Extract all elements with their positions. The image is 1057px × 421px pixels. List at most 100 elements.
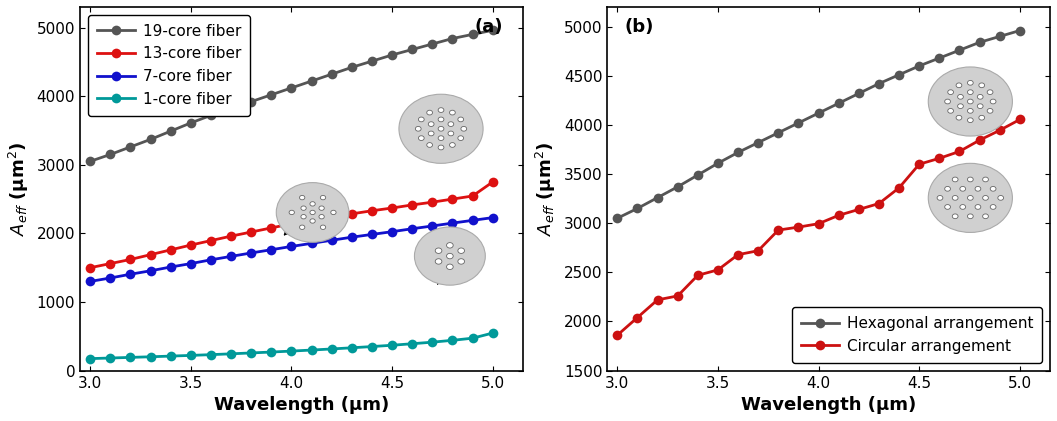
Circle shape xyxy=(967,177,973,182)
13-core fiber xyxy=(104,261,116,266)
7-core fiber xyxy=(164,264,177,269)
19-core fiber xyxy=(305,79,318,84)
Circle shape xyxy=(990,99,996,104)
Circle shape xyxy=(439,117,444,122)
Circle shape xyxy=(301,215,307,219)
7-core fiber xyxy=(104,275,116,280)
13-core fiber xyxy=(426,200,439,205)
Line: 19-core fiber: 19-core fiber xyxy=(86,25,498,166)
Circle shape xyxy=(299,225,304,229)
1-core fiber xyxy=(104,355,116,360)
19-core fiber xyxy=(205,113,218,118)
Circular arrangement xyxy=(611,333,624,338)
13-core fiber xyxy=(84,265,96,270)
Circle shape xyxy=(958,94,963,99)
Circle shape xyxy=(458,248,464,253)
Legend: 19-core fiber, 13-core fiber, 7-core fiber, 1-core fiber: 19-core fiber, 13-core fiber, 7-core fib… xyxy=(88,15,251,116)
Hexagonal arrangement xyxy=(973,40,986,45)
Circle shape xyxy=(952,214,958,218)
Hexagonal arrangement xyxy=(772,130,784,135)
Circle shape xyxy=(945,187,950,191)
Circular arrangement xyxy=(913,162,926,167)
1-core fiber xyxy=(346,345,358,350)
Circle shape xyxy=(945,205,950,209)
Circle shape xyxy=(428,131,434,136)
Circle shape xyxy=(299,195,304,200)
Legend: Hexagonal arrangement, Circular arrangement: Hexagonal arrangement, Circular arrangem… xyxy=(792,307,1042,363)
Circle shape xyxy=(948,90,953,95)
Circular arrangement xyxy=(893,185,906,190)
1-core fiber xyxy=(144,354,156,359)
7-core fiber xyxy=(305,241,318,246)
Circular arrangement xyxy=(994,128,1006,133)
Circular arrangement xyxy=(772,227,784,232)
1-core fiber xyxy=(164,354,177,359)
Circle shape xyxy=(419,136,424,141)
Hexagonal arrangement xyxy=(933,56,946,61)
Circular arrangement xyxy=(731,252,744,257)
7-core fiber xyxy=(366,232,378,237)
Circular arrangement xyxy=(752,248,764,253)
13-core fiber xyxy=(486,179,499,184)
Line: 1-core fiber: 1-core fiber xyxy=(86,328,498,363)
Hexagonal arrangement xyxy=(731,150,744,155)
Circle shape xyxy=(439,126,444,131)
19-core fiber xyxy=(144,137,156,142)
Circular arrangement xyxy=(792,224,804,229)
Circle shape xyxy=(439,136,444,141)
Circle shape xyxy=(978,94,983,99)
7-core fiber xyxy=(446,221,459,226)
1-core fiber xyxy=(305,347,318,352)
Circular arrangement xyxy=(832,213,845,218)
7-core fiber xyxy=(265,247,278,252)
19-core fiber xyxy=(326,72,338,77)
Circle shape xyxy=(331,210,336,215)
19-core fiber xyxy=(124,144,136,149)
7-core fiber xyxy=(225,254,238,259)
Circle shape xyxy=(967,214,973,218)
Circular arrangement xyxy=(812,221,824,226)
1-core fiber xyxy=(406,341,419,346)
Circle shape xyxy=(319,215,324,219)
19-core fiber xyxy=(366,59,378,64)
19-core fiber xyxy=(164,129,177,134)
1-core fiber xyxy=(285,349,298,354)
13-core fiber xyxy=(144,252,156,257)
13-core fiber xyxy=(265,225,278,230)
X-axis label: Wavelength (μm): Wavelength (μm) xyxy=(214,396,389,414)
Circle shape xyxy=(928,163,1013,232)
Circle shape xyxy=(983,177,988,182)
X-axis label: Wavelength (μm): Wavelength (μm) xyxy=(741,396,916,414)
13-core fiber xyxy=(366,208,378,213)
Circle shape xyxy=(435,259,442,264)
Circle shape xyxy=(428,122,434,126)
Circle shape xyxy=(310,210,315,215)
Circular arrangement xyxy=(853,207,866,212)
1-core fiber xyxy=(124,355,136,360)
7-core fiber xyxy=(406,226,419,231)
Circle shape xyxy=(419,117,424,122)
Circle shape xyxy=(928,67,1013,136)
7-core fiber xyxy=(326,238,338,243)
19-core fiber xyxy=(406,47,419,52)
Circle shape xyxy=(276,183,349,242)
7-core fiber xyxy=(466,218,479,223)
Hexagonal arrangement xyxy=(913,64,926,69)
13-core fiber xyxy=(185,242,198,248)
Circle shape xyxy=(990,187,996,191)
Hexagonal arrangement xyxy=(792,120,804,125)
Circle shape xyxy=(446,264,453,269)
13-core fiber xyxy=(124,257,136,262)
Circular arrangement xyxy=(953,149,966,154)
7-core fiber xyxy=(285,244,298,249)
Hexagonal arrangement xyxy=(671,184,684,189)
1-core fiber xyxy=(366,344,378,349)
Hexagonal arrangement xyxy=(651,195,664,200)
19-core fiber xyxy=(285,85,298,91)
Hexagonal arrangement xyxy=(711,161,724,166)
Circular arrangement xyxy=(973,138,986,143)
Y-axis label: $A_{eff}$ (μm$^2$): $A_{eff}$ (μm$^2$) xyxy=(7,141,31,236)
Circle shape xyxy=(446,253,453,259)
Circle shape xyxy=(979,83,985,88)
7-core fiber xyxy=(185,261,198,266)
